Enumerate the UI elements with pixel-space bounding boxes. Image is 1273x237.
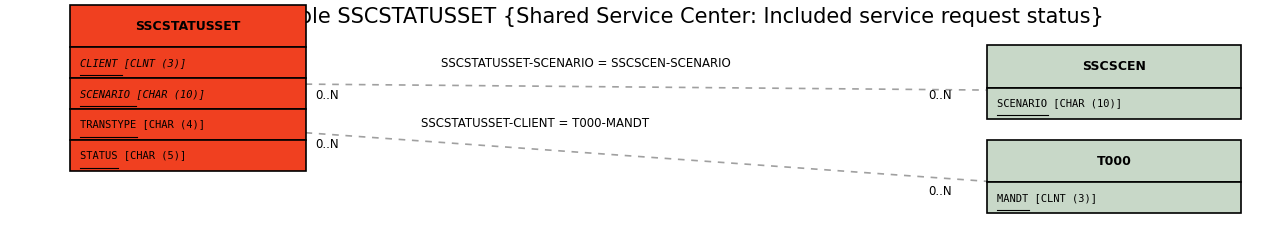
- Text: STATUS [CHAR (5)]: STATUS [CHAR (5)]: [80, 150, 186, 160]
- Text: 0..N: 0..N: [928, 186, 952, 198]
- Polygon shape: [987, 182, 1241, 213]
- Text: SCENARIO [CHAR (10)]: SCENARIO [CHAR (10)]: [997, 98, 1122, 108]
- Text: SAP ABAP table SSCSTATUSSET {Shared Service Center: Included service request sta: SAP ABAP table SSCSTATUSSET {Shared Serv…: [169, 7, 1104, 27]
- Text: 0..N: 0..N: [316, 90, 340, 102]
- Polygon shape: [987, 45, 1241, 88]
- Text: SSCSTATUSSET-CLIENT = T000-MANDT: SSCSTATUSSET-CLIENT = T000-MANDT: [420, 117, 649, 130]
- Polygon shape: [70, 5, 306, 47]
- Text: TRANSTYPE [CHAR (4)]: TRANSTYPE [CHAR (4)]: [80, 119, 205, 129]
- Text: SSCSTATUSSET: SSCSTATUSSET: [135, 20, 241, 32]
- Polygon shape: [70, 109, 306, 140]
- Text: CLIENT [CLNT (3)]: CLIENT [CLNT (3)]: [80, 58, 186, 68]
- Polygon shape: [987, 88, 1241, 118]
- Text: 0..N: 0..N: [928, 90, 952, 102]
- Text: 0..N: 0..N: [316, 138, 340, 151]
- Polygon shape: [987, 140, 1241, 182]
- Text: MANDT [CLNT (3)]: MANDT [CLNT (3)]: [997, 193, 1097, 203]
- Text: SCENARIO [CHAR (10)]: SCENARIO [CHAR (10)]: [80, 89, 205, 99]
- Text: SSCSTATUSSET-SCENARIO = SSCSCEN-SCENARIO: SSCSTATUSSET-SCENARIO = SSCSCEN-SCENARIO: [440, 58, 731, 70]
- Text: SSCSCEN: SSCSCEN: [1082, 60, 1146, 73]
- Text: T000: T000: [1096, 155, 1132, 168]
- Polygon shape: [70, 47, 306, 78]
- Polygon shape: [70, 140, 306, 171]
- Polygon shape: [70, 78, 306, 109]
